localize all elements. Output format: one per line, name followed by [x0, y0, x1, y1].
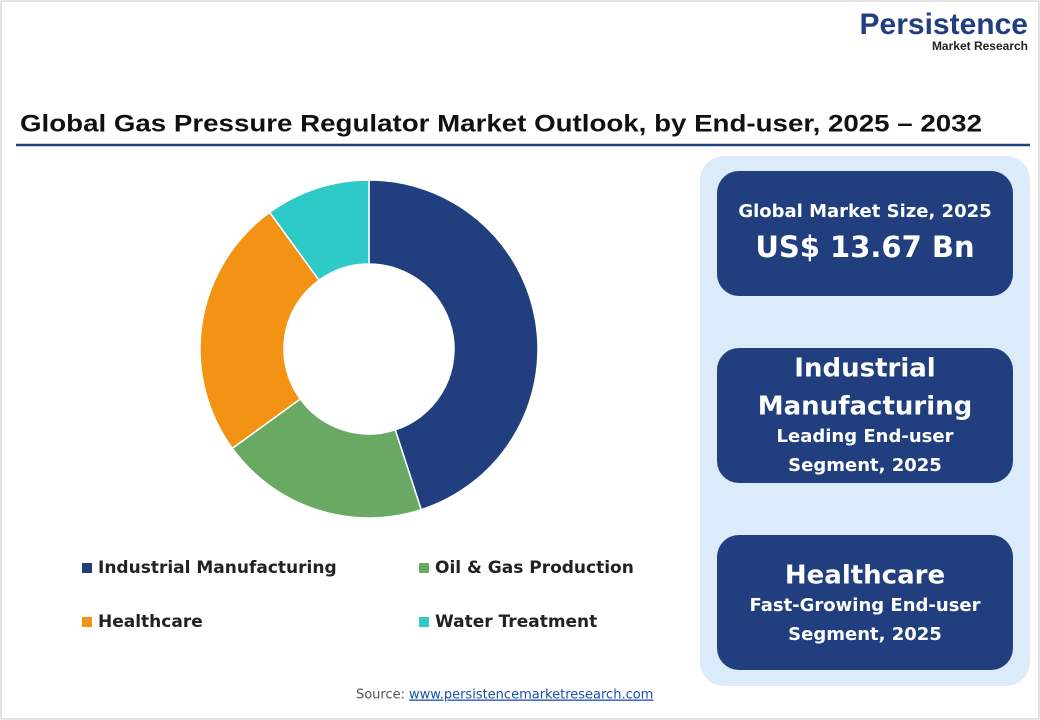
- legend-swatch: [82, 563, 92, 573]
- card-caption: Segment, 2025: [788, 455, 942, 476]
- card-headline: Manufacturing: [758, 392, 973, 422]
- source-label: Source:: [356, 688, 405, 703]
- chart-title: Global Gas Pressure Regulator Market Out…: [20, 110, 982, 137]
- legend-swatch: [419, 563, 429, 573]
- card-label: Global Market Size, 2025: [738, 201, 991, 222]
- legend-label: Healthcare: [98, 612, 203, 632]
- donut-slice: [268, 179, 370, 282]
- legend-label: Water Treatment: [435, 612, 597, 632]
- card-caption: Segment, 2025: [788, 624, 942, 645]
- logo-tagline: Market Research: [932, 39, 1028, 53]
- card-headline: Industrial: [794, 354, 935, 384]
- summary-cards: Global Market Size, 2025 US$ 13.67 Bn Indu…: [717, 171, 1013, 670]
- legend-label: Oil & Gas Production: [435, 558, 634, 578]
- donut-slice: [368, 179, 539, 511]
- legend-label: Industrial Manufacturing: [98, 558, 337, 578]
- summary-card: [717, 171, 1013, 296]
- donut-slice: [231, 397, 423, 519]
- source-link[interactable]: www.persistencemarketresearch.com: [409, 688, 653, 703]
- summary-card: [717, 348, 1013, 483]
- summary-card: [717, 535, 1013, 670]
- card-headline: Healthcare: [785, 561, 945, 591]
- donut-slice: [199, 211, 321, 450]
- logo-name: Persistence: [860, 8, 1028, 41]
- card-caption: Leading End-user: [777, 426, 954, 447]
- card-caption: Fast-Growing End-user: [749, 595, 980, 616]
- legend-swatch: [82, 617, 92, 627]
- donut-chart: Industrial Manufacturing Oil & Gas Produc…: [82, 179, 634, 632]
- legend-swatch: [419, 617, 429, 627]
- card-value: US$ 13.67 Bn: [755, 230, 974, 264]
